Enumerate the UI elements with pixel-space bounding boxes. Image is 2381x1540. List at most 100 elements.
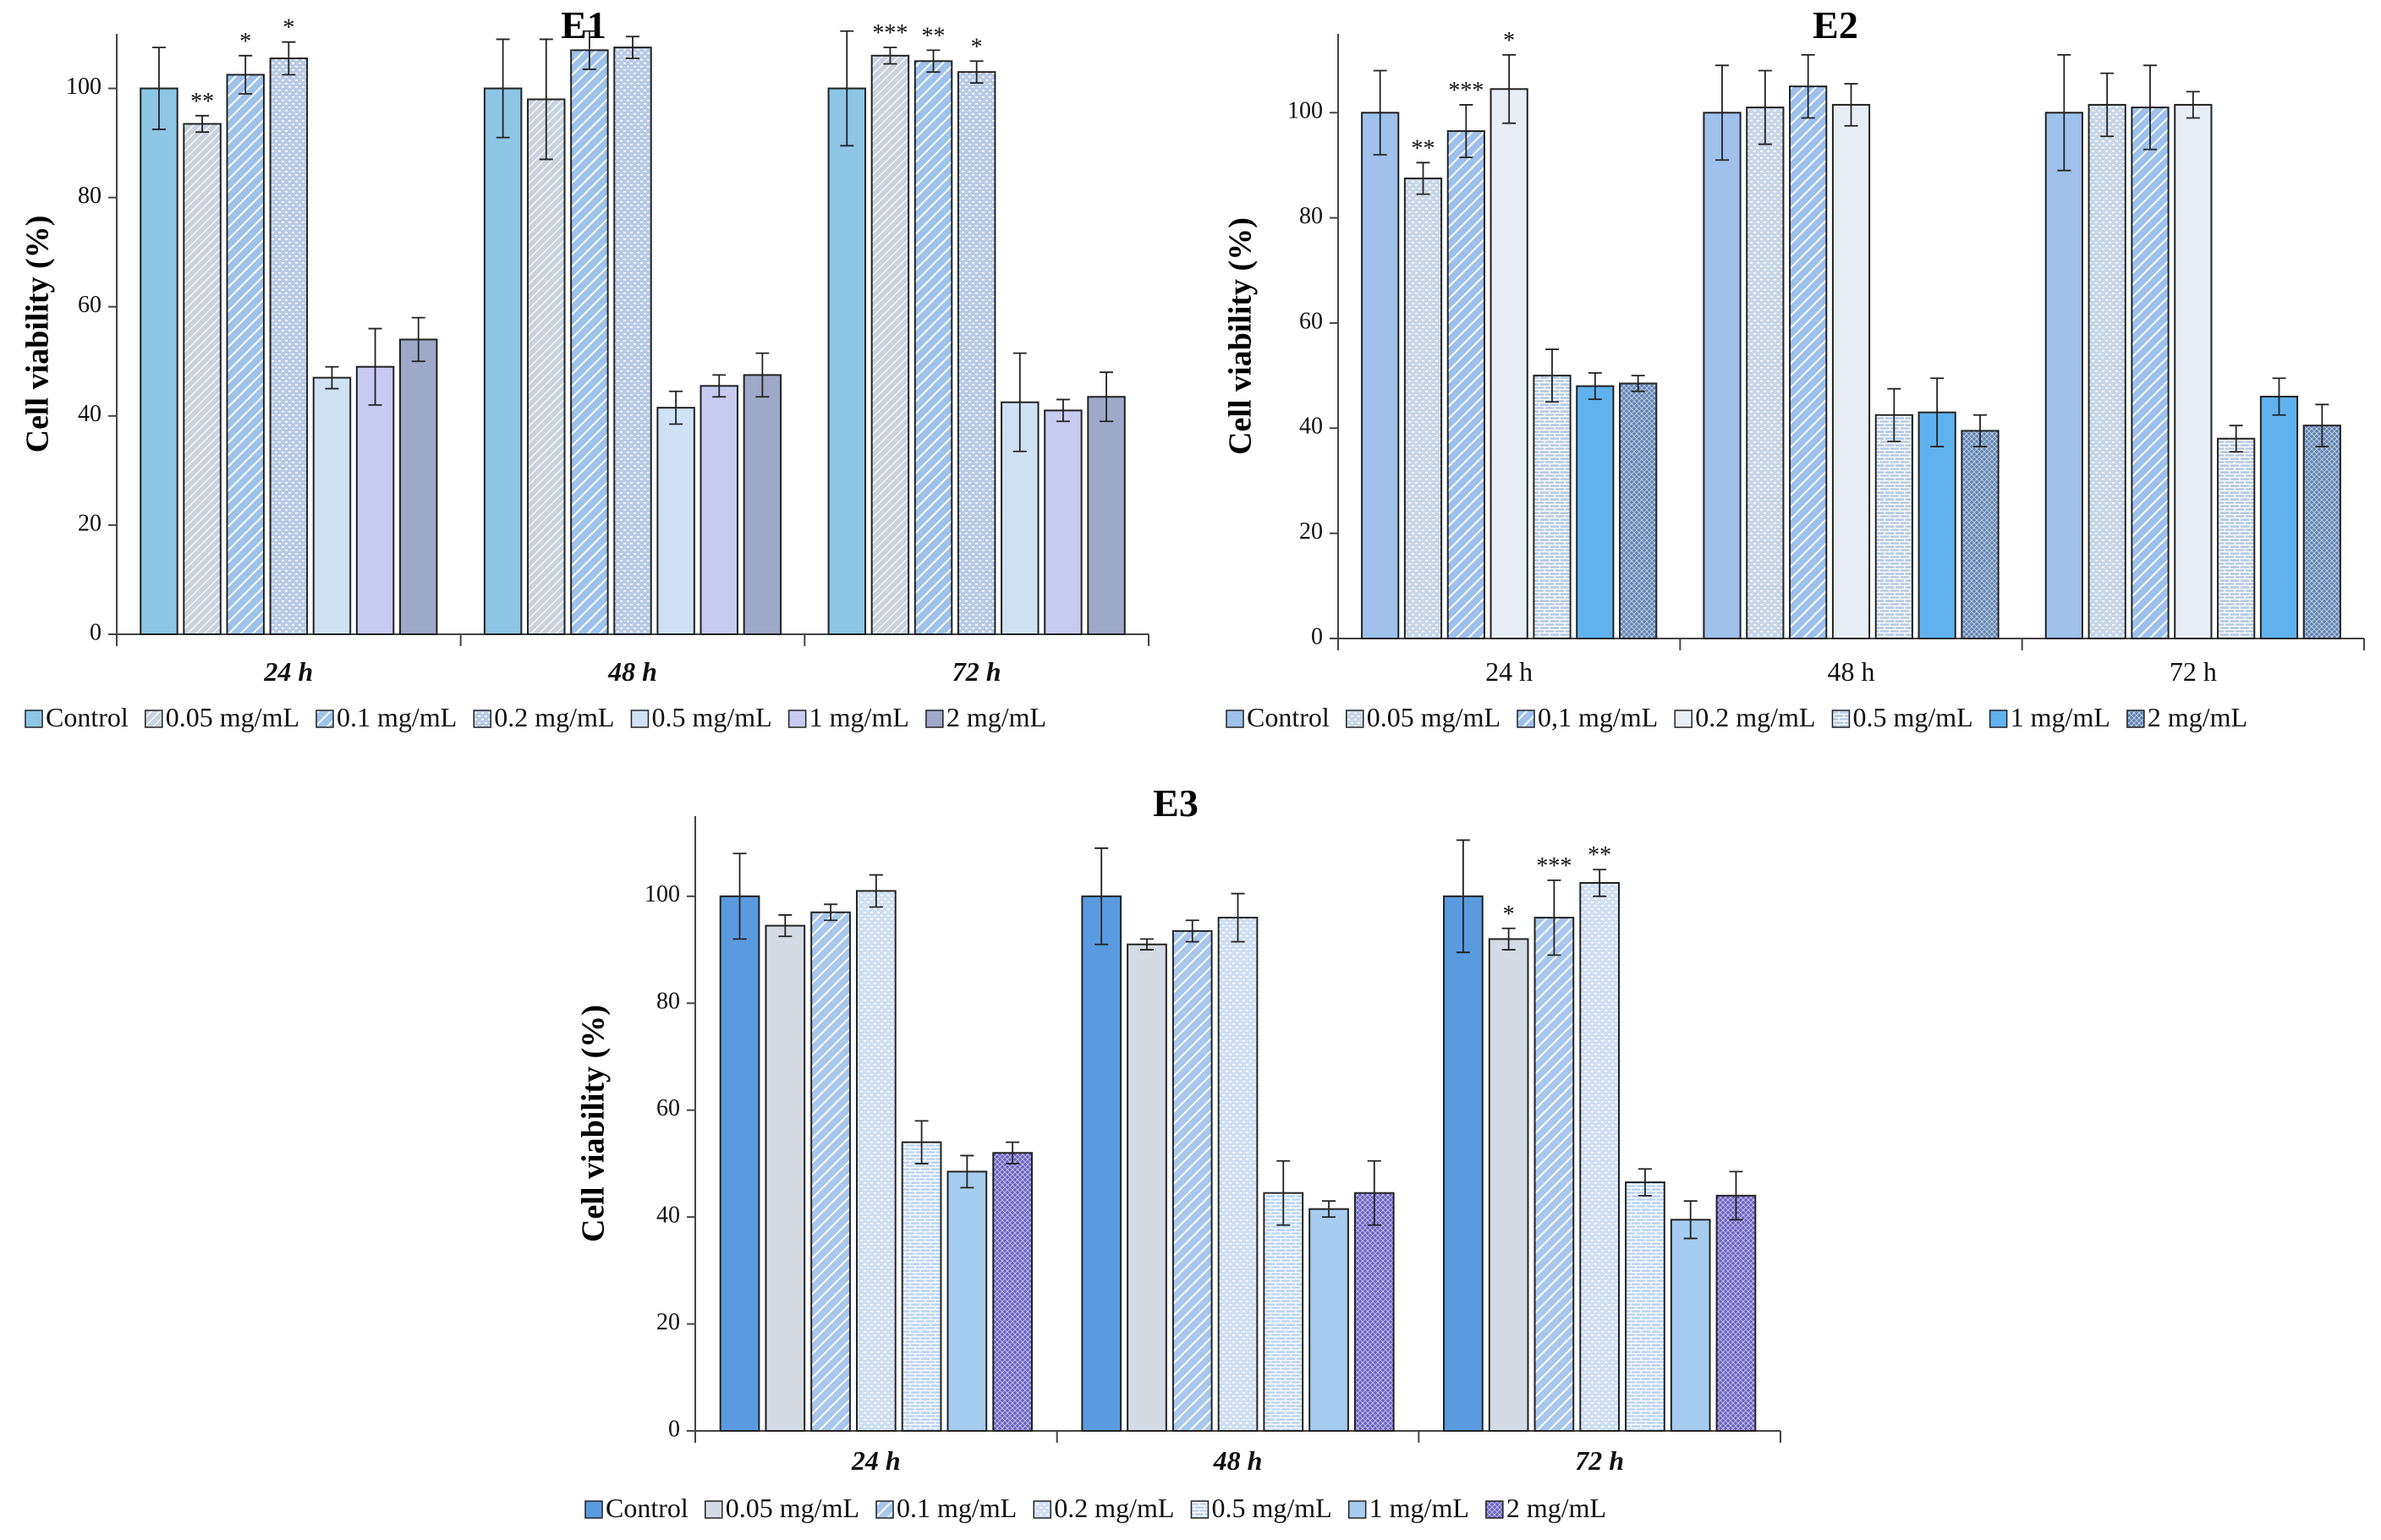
bar — [765, 924, 806, 1433]
legend-item: 1 mg/mL — [1347, 1493, 1469, 1523]
error-bar — [411, 316, 425, 363]
error-bar — [1593, 869, 1607, 897]
bar-pattern — [902, 1143, 941, 1430]
error-bar — [1367, 1159, 1381, 1226]
bar — [398, 338, 438, 635]
bar — [355, 365, 395, 635]
error-bar — [1544, 348, 1559, 403]
significance-label: *** — [872, 20, 908, 47]
error-bar — [1638, 1168, 1652, 1197]
error-bar — [1185, 919, 1199, 943]
bar-pattern — [271, 59, 307, 633]
legend-label: Control — [606, 1493, 689, 1523]
significance-label: ** — [1412, 135, 1435, 162]
chart-title: E3 — [1153, 781, 1199, 825]
bar — [743, 374, 782, 635]
significance-label: ** — [1588, 842, 1611, 869]
error-bar — [2186, 90, 2200, 119]
legend-item: Control — [1226, 702, 1330, 732]
x-tick-label: 48 h — [607, 656, 657, 687]
error-bar — [1887, 387, 1901, 442]
legend-item: 0.05 mg/mL — [705, 1493, 859, 1523]
legend-item: 2 mg/mL — [1485, 1493, 1606, 1523]
legend-label: 0.05 mg/mL — [166, 702, 299, 732]
bar-pattern — [1621, 384, 1656, 638]
significance-label: * — [1503, 28, 1515, 54]
y-tick-label: 80 — [78, 183, 101, 209]
legend-label: 0.5 mg/mL — [1211, 1493, 1331, 1523]
legend-label: 1 mg/mL — [1369, 1493, 1469, 1523]
legend-label: 0.5 mg/mL — [651, 702, 771, 732]
error-bar — [1006, 1141, 1020, 1165]
bar-pattern — [1717, 1196, 1755, 1430]
bar-pattern — [994, 1154, 1031, 1430]
legend-label: 2 mg/mL — [946, 702, 1046, 732]
legend-swatch — [1674, 710, 1692, 728]
error-bar — [1588, 372, 1602, 401]
error-bar — [960, 1154, 974, 1189]
legend-item: 0,1 mg/mL — [1517, 702, 1658, 732]
bar — [483, 87, 523, 635]
error-bar — [883, 47, 897, 65]
bar — [2044, 112, 2083, 639]
x-tick-label: 48 h — [1828, 656, 1875, 687]
legend-swatch — [1989, 710, 2008, 728]
significance-label: * — [1503, 902, 1515, 928]
error-bar — [368, 327, 382, 406]
legend-swatch — [925, 710, 944, 728]
significance-label: *** — [1536, 853, 1572, 880]
legend-swatch — [787, 710, 807, 728]
legend-label: 1 mg/mL — [809, 702, 909, 732]
bar — [1576, 385, 1615, 639]
error-bar — [1801, 53, 1815, 119]
legend-swatch — [1347, 1500, 1367, 1519]
error-bar — [2272, 377, 2286, 416]
legend-item: 0.2 mg/mL — [1033, 1493, 1174, 1523]
error-bar — [1094, 847, 1109, 945]
legend-item: Control — [584, 1493, 689, 1523]
bar — [1308, 1208, 1349, 1432]
legend-swatch — [630, 710, 650, 728]
bar-pattern — [184, 124, 220, 633]
bar-pattern — [1791, 87, 1826, 638]
error-bar — [539, 38, 553, 161]
error-bar — [778, 914, 793, 938]
bar — [312, 376, 352, 635]
bar-pattern — [1962, 431, 1998, 638]
legend-swatch — [584, 1500, 603, 1519]
y-tick-label: 0 — [668, 1416, 680, 1442]
significance-label: ** — [922, 23, 946, 49]
bar — [946, 1170, 988, 1432]
error-bar — [840, 30, 854, 147]
error-bar — [2100, 72, 2115, 138]
bar — [140, 87, 178, 635]
legend: Control 0.05 mg/mL 0,1 mg/mL 0.2 mg/mL 0.5 m… — [1226, 702, 2247, 732]
y-tick-label: 80 — [656, 989, 680, 1015]
legend-item: 0.5 mg/mL — [1831, 702, 1973, 732]
significance-label: * — [971, 34, 983, 60]
bar-pattern — [228, 75, 263, 634]
y-tick-label: 100 — [66, 74, 101, 100]
error-bar — [1683, 1200, 1698, 1240]
y-tick-label: 100 — [645, 881, 680, 907]
bar — [1087, 396, 1126, 635]
bar — [699, 385, 738, 635]
error-bar — [1501, 927, 1516, 951]
x-tick-label: 72 h — [1575, 1445, 1624, 1476]
bar — [2174, 103, 2213, 640]
error-bar — [496, 38, 510, 139]
legend: Control 0.05 mg/mL 0.1 mg/mL 0.2 mg/mL 0.5 m… — [25, 702, 1046, 732]
error-bar — [2229, 425, 2243, 453]
bar-pattern — [1355, 1193, 1393, 1430]
bar — [1443, 895, 1484, 1432]
legend-item: 2 mg/mL — [2126, 702, 2247, 732]
y-tick-label: 0 — [1311, 623, 1323, 649]
error-bar — [1322, 1200, 1336, 1219]
legend-label: 0.2 mg/mL — [494, 702, 614, 732]
legend-item: 1 mg/mL — [787, 702, 909, 732]
error-bar — [1459, 104, 1473, 159]
x-tick-label: 24 h — [1485, 656, 1533, 687]
